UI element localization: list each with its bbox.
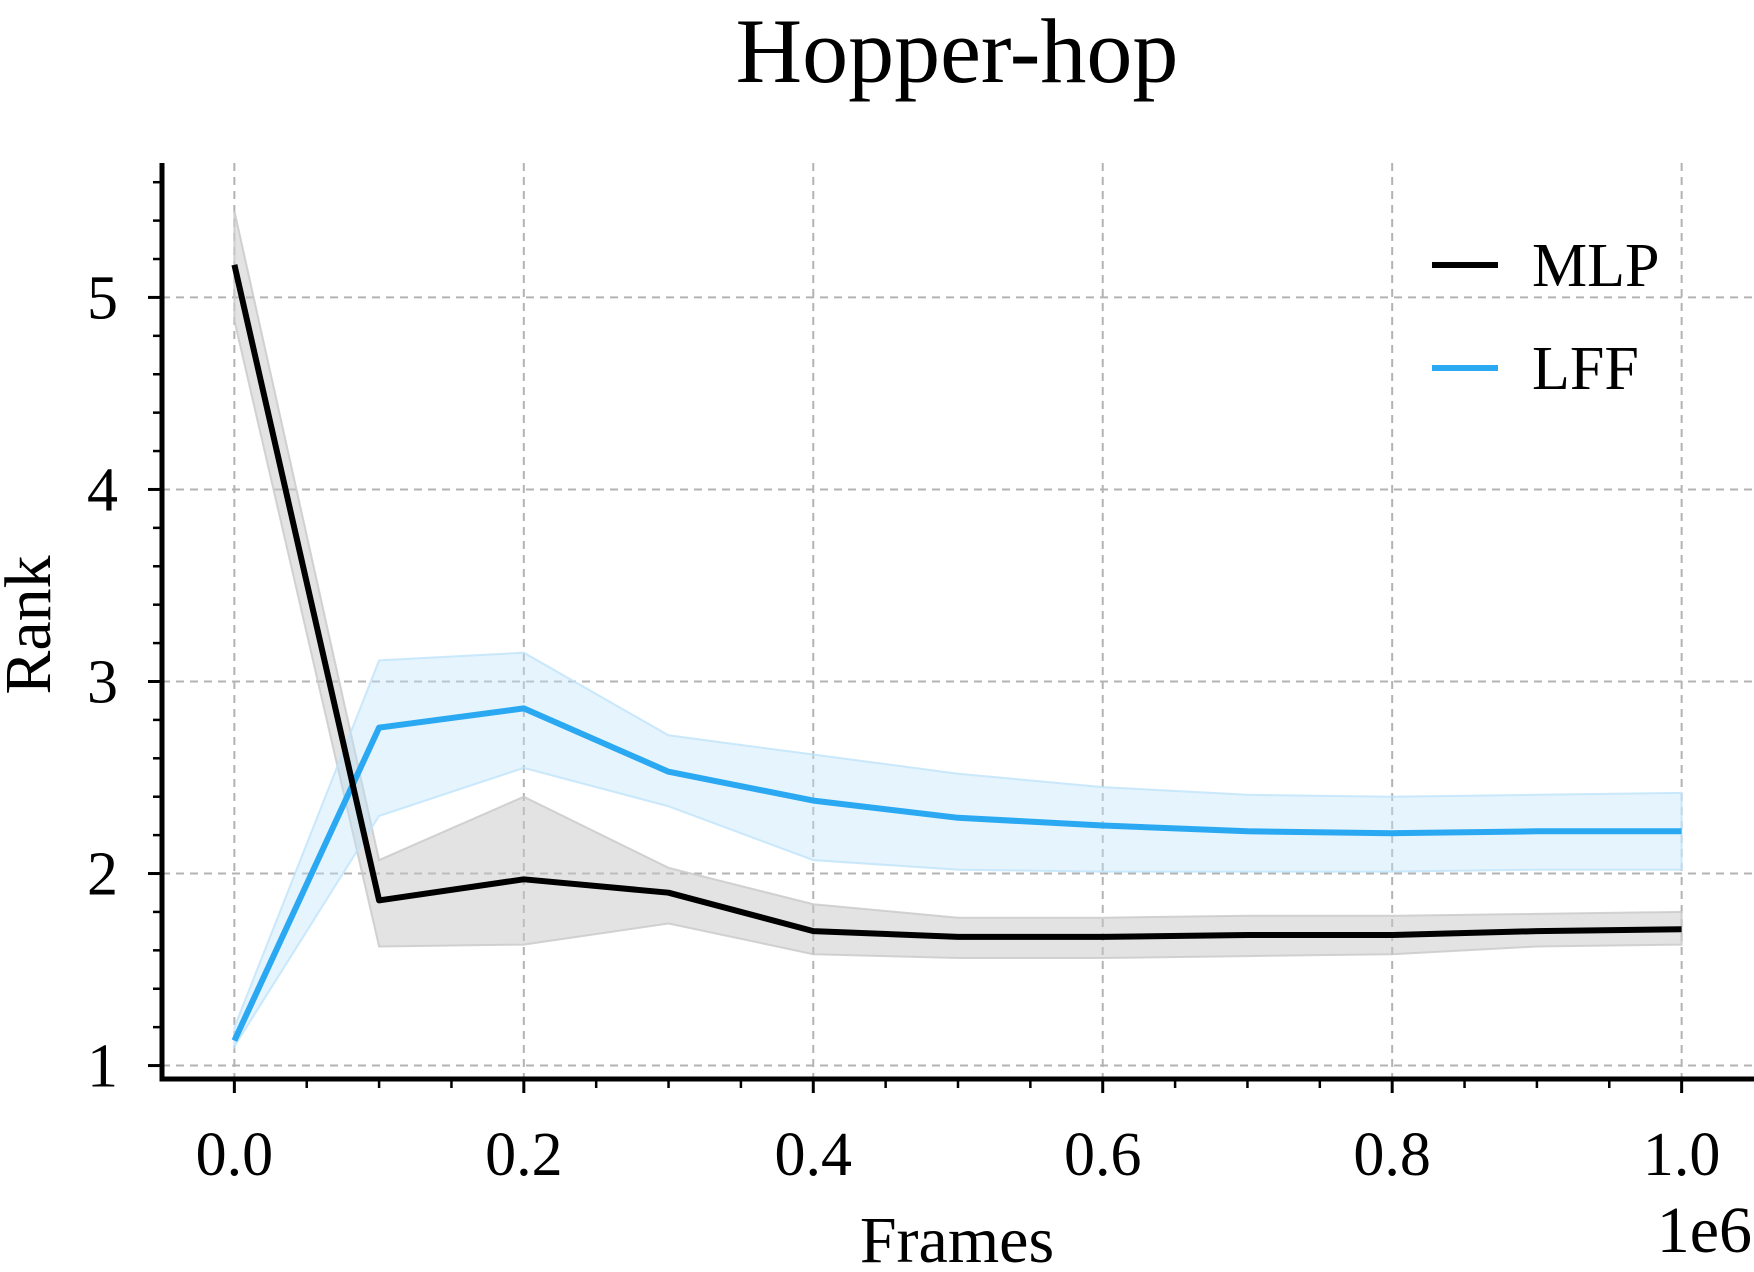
y-axis-title: Rank (0, 555, 65, 694)
y-axis-ticks: 1 2 3 4 5 (87, 180, 162, 1101)
x-axis-title: Frames (860, 1204, 1054, 1272)
legend: MLP LFF (1432, 232, 1659, 403)
x-tick-label: 0.4 (775, 1121, 853, 1189)
y-tick-label: 1 (87, 1033, 118, 1101)
x-axis-ticks: 0.0 0.2 0.4 0.6 0.8 1.0 (196, 1079, 1721, 1189)
x-tick-label: 0.2 (485, 1121, 563, 1189)
y-tick-label: 5 (87, 264, 118, 332)
legend-label-lff: LFF (1532, 335, 1639, 403)
confidence-band-mlp (233, 210, 1683, 959)
confidence-bands (233, 210, 1683, 1050)
y-tick-label: 3 (87, 648, 118, 716)
x-tick-label: 0.0 (196, 1121, 274, 1189)
chart-title: Hopper-hop (736, 0, 1179, 102)
x-tick-label: 1.0 (1643, 1121, 1721, 1189)
x-tick-label: 0.8 (1353, 1121, 1431, 1189)
series-line-lff (231, 705, 1682, 1042)
series-line-mlp (231, 264, 1682, 940)
x-tick-label: 0.6 (1064, 1121, 1142, 1189)
confidence-band-lff (233, 651, 1683, 1050)
legend-label-mlp: MLP (1532, 232, 1659, 300)
x-axis-offset-label: 1e6 (1657, 1194, 1752, 1267)
y-tick-label: 2 (87, 841, 118, 909)
y-tick-label: 4 (87, 456, 118, 524)
series-lines (231, 264, 1682, 1042)
